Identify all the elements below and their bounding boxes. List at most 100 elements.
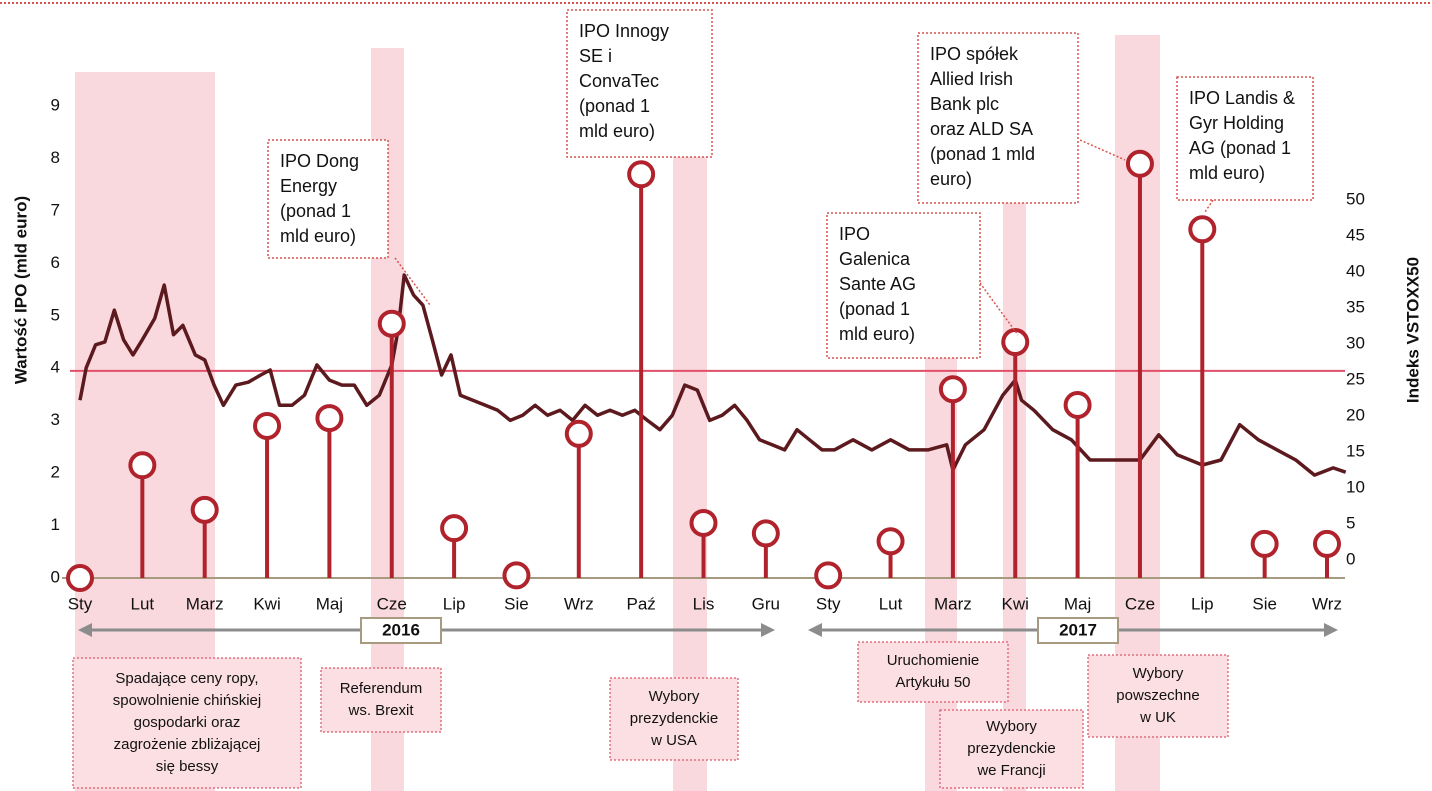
event-text: gospodarki oraz <box>134 714 241 731</box>
callout-leader <box>979 282 1019 336</box>
lollipop-head <box>502 561 531 590</box>
y2-tick-label: 10 <box>1346 478 1365 497</box>
x-tick-label: Marz <box>186 594 224 613</box>
event-box <box>320 667 442 733</box>
x-tick-label: Sty <box>816 594 841 613</box>
event-box <box>609 677 739 761</box>
event-text: Wybory <box>1133 665 1184 682</box>
lollipop-head <box>315 404 344 433</box>
callout-text: (ponad 1 <box>579 96 650 116</box>
y2-tick-label: 30 <box>1346 334 1365 353</box>
year-label: 2016 <box>382 620 420 639</box>
y2-axis-label: Indeks VSTOXX50 <box>1403 257 1422 403</box>
lollipop-head <box>1001 328 1030 357</box>
x-tick-label: Sie <box>1252 594 1277 613</box>
callout-text: AG (ponad 1 <box>1189 138 1291 158</box>
vstoxx-line <box>78 273 1347 477</box>
event-text: Wybory <box>649 688 700 705</box>
x-tick-label: Maj <box>316 594 343 613</box>
lollipop-head <box>876 527 905 556</box>
y-tick-label: 9 <box>51 96 60 115</box>
y-tick-label: 6 <box>51 253 60 272</box>
y2-tick-label: 35 <box>1346 298 1365 317</box>
event-box <box>857 641 1009 703</box>
callout-leader <box>1204 199 1214 213</box>
callout-text: ConvaTec <box>579 71 659 91</box>
x-tick-label: Lis <box>693 594 715 613</box>
lollipop-head <box>253 411 282 440</box>
callout-text: Allied Irish <box>930 69 1013 89</box>
callout-text: IPO Innogy <box>579 21 669 41</box>
arrow-head <box>808 623 822 637</box>
callout-text: Galenica <box>839 249 911 269</box>
callout-text: Bank plc <box>930 94 999 114</box>
event-text: we Francji <box>976 762 1045 779</box>
x-tick-label: Lut <box>131 594 155 613</box>
y2-tick-label: 45 <box>1346 226 1365 245</box>
event-text: prezydenckie <box>630 710 718 727</box>
y-axis-label: Wartość IPO (mld euro) <box>11 196 30 384</box>
callout-text: Energy <box>280 176 337 196</box>
lollipop-head <box>1313 529 1341 558</box>
event-text: ws. Brexit <box>347 702 414 719</box>
x-tick-label: Lut <box>879 594 903 613</box>
callout-leader <box>1079 139 1126 161</box>
callout-text: Gyr Holding <box>1189 113 1284 133</box>
callout-text: mld euro) <box>280 226 356 246</box>
event-text: Uruchomienie <box>887 652 980 669</box>
callout-text: IPO spółek <box>930 44 1019 64</box>
y-tick-label: 0 <box>51 567 60 586</box>
y-tick-label: 8 <box>51 148 60 167</box>
event-box <box>939 709 1084 789</box>
x-tick-label: Maj <box>1064 594 1091 613</box>
y2-tick-label: 20 <box>1346 406 1365 425</box>
lollipop-head <box>128 451 157 480</box>
callout-text: (ponad 1 mld <box>930 144 1035 164</box>
event-text: powszechne <box>1116 687 1199 704</box>
year-label: 2017 <box>1059 620 1097 639</box>
x-tick-label: Lip <box>1191 594 1214 613</box>
callout-text: IPO <box>839 224 870 244</box>
callout-text: mld euro) <box>1189 163 1265 183</box>
lollipop-head <box>1063 390 1092 419</box>
y2-tick-label: 5 <box>1346 514 1355 533</box>
callout-text: IPO Dong <box>280 151 359 171</box>
event-text: w UK <box>1139 709 1176 726</box>
lollipop-head <box>1125 149 1154 178</box>
callout-text: (ponad 1 <box>839 299 910 319</box>
callout-box <box>826 212 981 359</box>
x-tick-label: Wrz <box>564 594 594 613</box>
y2-tick-label: 0 <box>1346 549 1355 568</box>
lollipop-head <box>66 564 94 592</box>
callout-text: SE i <box>579 46 612 66</box>
event-text: się bessy <box>156 758 219 775</box>
x-tick-label: Marz <box>934 594 972 613</box>
event-text: Referendum <box>340 680 423 697</box>
x-tick-label: Cze <box>377 594 407 613</box>
event-text: w USA <box>650 732 697 749</box>
event-text: spowolnienie chińskiej <box>113 692 261 709</box>
callout-text: (ponad 1 <box>280 201 351 221</box>
arrow-head <box>78 623 92 637</box>
event-box <box>1087 654 1229 738</box>
callout-text: oraz ALD SA <box>930 119 1033 139</box>
year-box <box>360 617 442 644</box>
lollipop-head <box>689 508 718 537</box>
callout-text: mld euro) <box>839 324 915 344</box>
callout-text: IPO Landis & <box>1189 88 1295 108</box>
lollipop-head <box>440 514 469 543</box>
x-tick-label: Kwi <box>1002 594 1029 613</box>
lollipop-head <box>627 160 656 189</box>
event-text: Spadające ceny ropy, <box>115 670 258 687</box>
y-tick-label: 5 <box>51 305 60 324</box>
event-text: prezydenckie <box>967 740 1055 757</box>
y2-tick-label: 40 <box>1346 262 1365 281</box>
x-tick-label: Gru <box>752 594 780 613</box>
lollipop-head <box>377 309 406 338</box>
event-text: Artykułu 50 <box>895 674 970 691</box>
y-tick-label: 3 <box>51 410 60 429</box>
callout-box <box>1176 76 1314 201</box>
callout-text: Sante AG <box>839 274 916 294</box>
y-tick-label: 4 <box>51 358 60 377</box>
lollipop-head <box>190 495 219 524</box>
